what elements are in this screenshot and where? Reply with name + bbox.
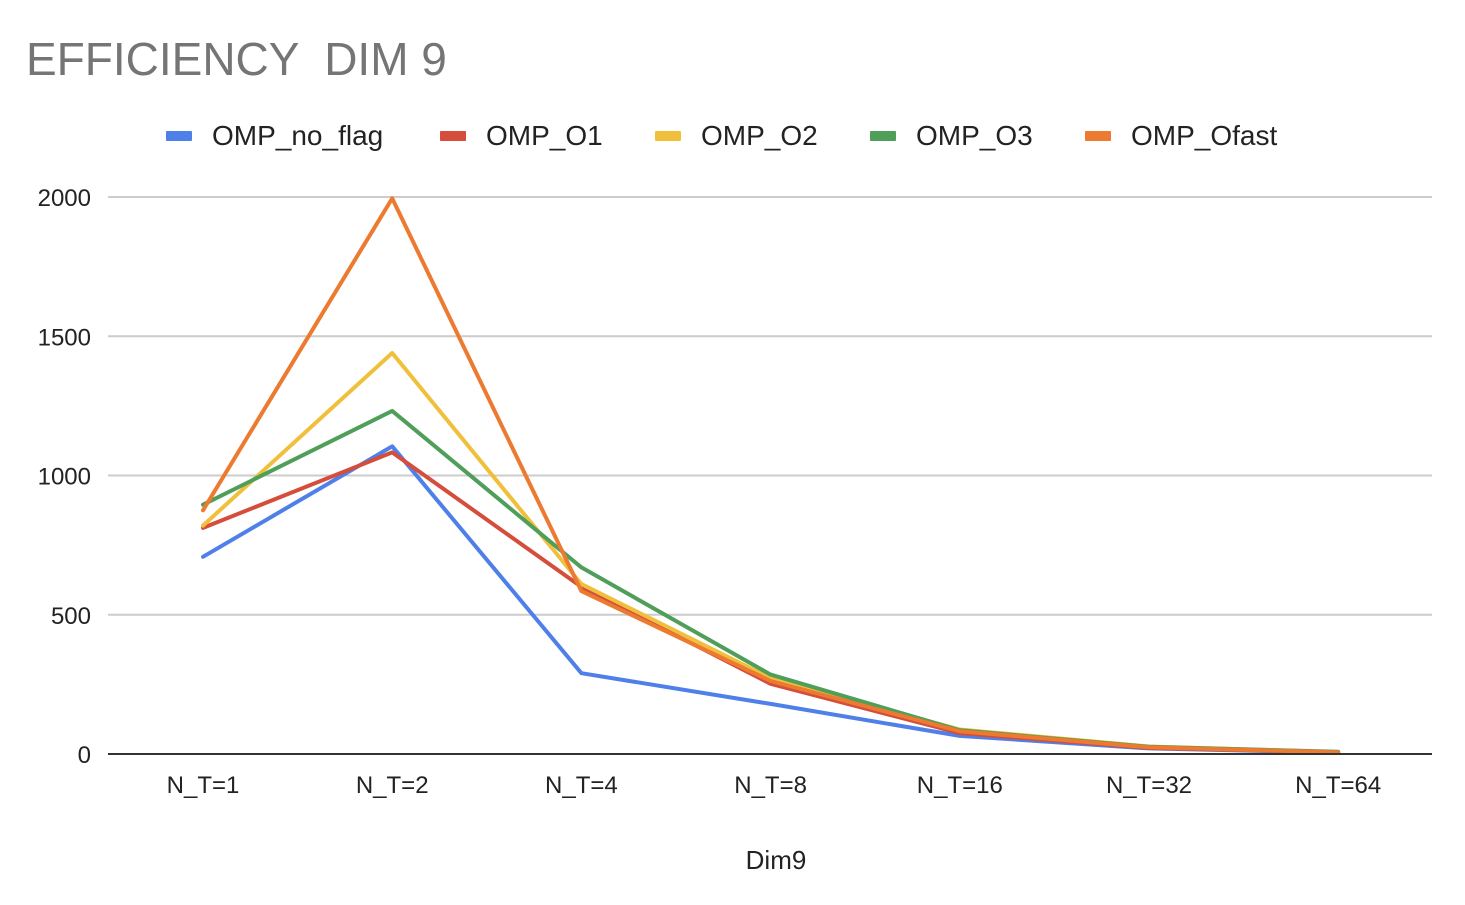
y-tick-label: 500 (51, 603, 91, 630)
legend-item-omp-ofast[interactable]: OMP_Ofast (1085, 118, 1277, 154)
series-line-omp-o2[interactable] (201, 351, 1341, 755)
x-tick-label: N_T=64 (1295, 772, 1381, 799)
y-tick-label: 2000 (38, 185, 91, 212)
y-tick-label: 0 (78, 742, 91, 769)
x-tick-label: N_T=1 (167, 772, 240, 799)
legend-label: OMP_O1 (486, 120, 603, 151)
x-axis-ticks: N_T=1 N_T=2 N_T=4 N_T=8 N_T=16 N_T=32 N_T=64 (167, 772, 1382, 799)
x-tick-label: N_T=32 (1106, 772, 1192, 799)
x-tick-label: N_T=4 (545, 772, 618, 799)
series-lines (201, 196, 1341, 755)
legend-swatch (655, 131, 681, 141)
x-axis-title: Dim9 (746, 845, 807, 875)
legend-label: OMP_no_flag (212, 120, 384, 151)
legend-label: OMP_O3 (916, 120, 1033, 151)
y-tick-label: 1000 (38, 464, 91, 491)
y-axis-ticks: 0 500 1000 1500 2000 (38, 185, 91, 769)
y-tick-label: 1500 (38, 324, 91, 351)
legend-swatch (440, 131, 466, 141)
legend-item-omp-no-flag[interactable]: OMP_no_flag (166, 118, 383, 154)
legend-label: OMP_Ofast (1131, 120, 1278, 151)
legend-label: OMP_O2 (701, 120, 818, 151)
legend-swatch (870, 131, 896, 141)
legend: OMP_no_flag OMP_O1 OMP_O2 OMP_O3 OMP_Ofa… (0, 118, 1465, 154)
series-line-omp-no-flag[interactable] (201, 444, 1341, 755)
series-line-omp-o1[interactable] (201, 450, 1341, 755)
x-tick-label: N_T=8 (734, 772, 807, 799)
legend-item-omp-o2[interactable]: OMP_O2 (655, 118, 818, 154)
x-tick-label: N_T=16 (917, 772, 1003, 799)
legend-item-omp-o1[interactable]: OMP_O1 (440, 118, 603, 154)
legend-swatch (1085, 131, 1111, 141)
legend-swatch (166, 131, 192, 141)
series-line-omp-ofast[interactable] (201, 196, 1341, 755)
chart-title: EFFICIENCY DIM 9 (26, 33, 447, 85)
gridlines (108, 196, 1432, 616)
legend-item-omp-o3[interactable]: OMP_O3 (870, 118, 1033, 154)
x-tick-label: N_T=2 (356, 772, 429, 799)
